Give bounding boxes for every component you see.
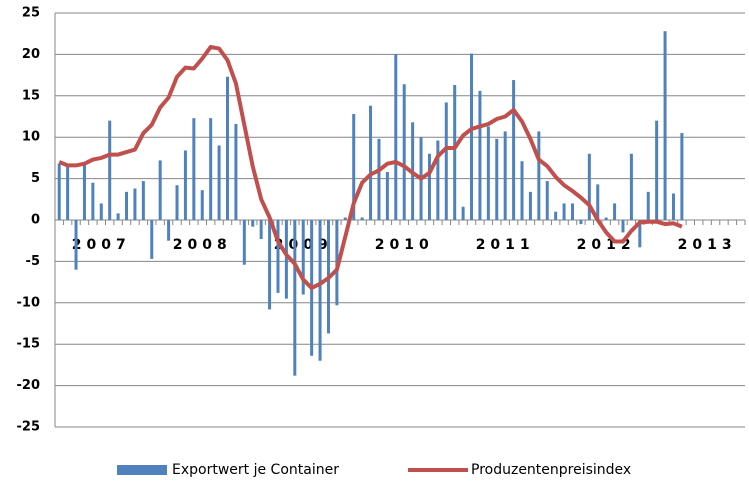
bar <box>638 220 642 248</box>
bar <box>680 133 684 220</box>
bar <box>663 31 667 220</box>
bar <box>74 220 78 270</box>
bar <box>579 220 583 225</box>
bar <box>133 188 137 220</box>
bar <box>141 181 145 220</box>
y-tick-label: -5 <box>26 254 40 269</box>
x-tick-label: 2011 <box>476 237 535 253</box>
bar <box>486 126 490 220</box>
bar <box>192 118 196 220</box>
bar <box>251 220 255 227</box>
bar <box>436 140 440 220</box>
bar <box>369 105 373 220</box>
bar <box>66 166 70 220</box>
bar <box>150 220 154 259</box>
bar <box>276 220 280 293</box>
bar <box>99 203 103 220</box>
bar <box>108 120 112 220</box>
bar <box>217 145 221 220</box>
bar <box>209 118 213 220</box>
bar <box>385 171 389 220</box>
bar <box>604 217 608 220</box>
bar <box>503 131 507 220</box>
x-tick-label: 2008 <box>173 237 232 253</box>
bar <box>284 220 288 299</box>
bar <box>613 203 617 220</box>
bar <box>377 138 381 220</box>
bar <box>562 203 566 220</box>
bar <box>528 191 532 220</box>
bar <box>183 150 187 220</box>
y-tick-label: -20 <box>17 378 41 393</box>
bar <box>226 76 229 220</box>
bar <box>596 184 600 220</box>
bar <box>444 102 448 220</box>
y-tick-label: 25 <box>22 6 40 21</box>
bar <box>587 153 591 220</box>
bar <box>268 220 272 310</box>
bar <box>520 161 524 220</box>
bar <box>318 220 322 361</box>
legend-label: Produzentenpreisindex <box>471 462 631 478</box>
y-tick-label: 20 <box>22 47 40 62</box>
bar <box>91 182 95 220</box>
legend-swatch <box>117 465 167 475</box>
bar <box>57 163 61 220</box>
bar <box>301 220 305 295</box>
bar <box>360 217 364 220</box>
bar <box>478 90 482 220</box>
bar <box>394 54 398 221</box>
bar <box>646 191 650 220</box>
bar <box>461 206 465 220</box>
bar <box>175 185 179 220</box>
bar <box>259 220 263 240</box>
bar <box>671 193 675 220</box>
bar <box>537 131 541 220</box>
legend-label: Exportwert je Container <box>172 462 339 478</box>
bar <box>82 163 86 220</box>
x-tick-label: 2013 <box>678 237 737 253</box>
bar <box>158 160 162 220</box>
bar <box>293 220 297 376</box>
bar <box>571 203 574 220</box>
y-tick-label: 10 <box>22 130 40 145</box>
x-tick-label: 2010 <box>375 237 434 253</box>
bar <box>427 153 431 220</box>
x-tick-label: 2007 <box>72 237 131 253</box>
bar <box>352 114 356 220</box>
y-tick-label: 15 <box>22 88 40 103</box>
bar <box>554 211 558 220</box>
bar <box>242 220 246 265</box>
bar <box>470 53 474 221</box>
bar <box>125 191 129 220</box>
line <box>58 44 683 290</box>
bar <box>402 84 406 220</box>
bar <box>655 120 659 220</box>
y-tick-label: -10 <box>17 295 41 310</box>
bar <box>167 220 171 241</box>
bar <box>200 190 204 220</box>
y-tick-label: -25 <box>17 420 41 435</box>
bar <box>453 85 457 220</box>
bar <box>621 220 625 233</box>
bar <box>234 123 238 220</box>
bar <box>512 80 516 221</box>
bar <box>629 153 633 220</box>
y-tick-label: 5 <box>31 171 40 186</box>
bar <box>116 213 120 220</box>
y-tick-label: 0 <box>31 213 40 228</box>
y-tick-label: -15 <box>17 337 41 352</box>
bar <box>495 138 499 220</box>
bar <box>343 217 347 220</box>
bar <box>545 181 549 220</box>
